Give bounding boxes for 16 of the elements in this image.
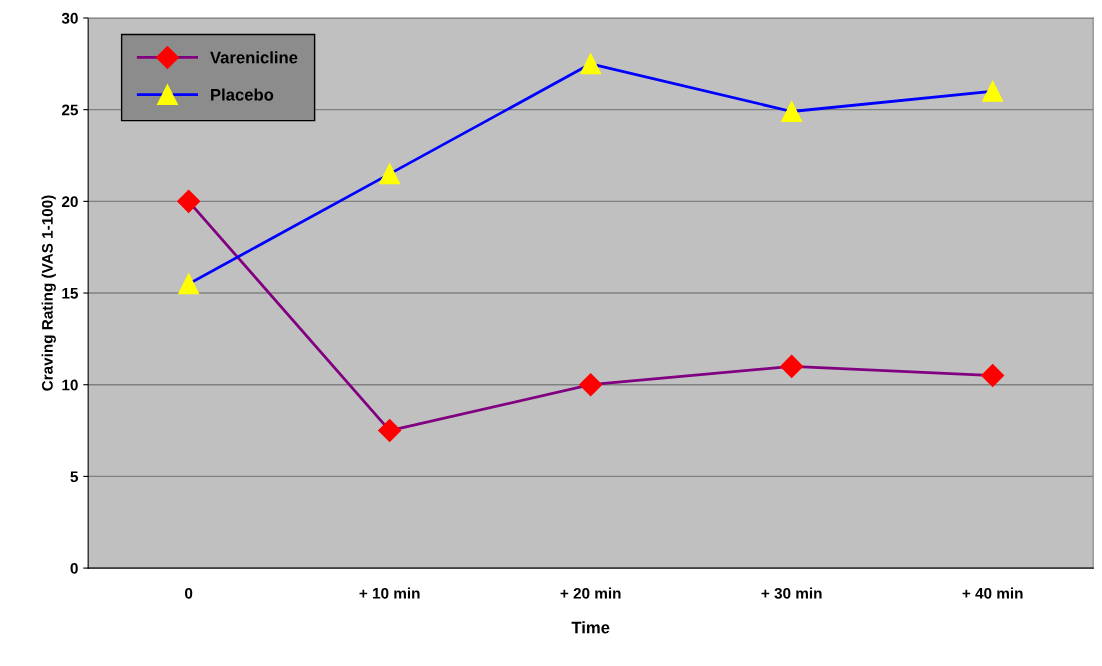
x-tick-label: + 40 min xyxy=(962,587,1023,599)
x-tick-label: + 20 min xyxy=(560,587,621,599)
y-tick-label: 5 xyxy=(70,471,79,483)
y-tick-label: 20 xyxy=(61,196,78,208)
y-tick-label: 10 xyxy=(62,379,78,391)
y-tick-label: 0 xyxy=(70,562,78,574)
legend-label: Varenicline xyxy=(210,51,298,64)
y-tick-label: 25 xyxy=(61,104,79,116)
x-axis-title: Time xyxy=(571,621,610,634)
y-tick-label: 30 xyxy=(61,12,78,24)
y-axis-title: Craving Rating (VAS 1-100) xyxy=(41,195,56,391)
legend-label: Placebo xyxy=(211,88,274,101)
x-tick-label: + 30 min xyxy=(761,587,822,599)
x-tick-label: 0 xyxy=(185,587,193,599)
x-tick-label: + 10 min xyxy=(359,587,420,599)
y-tick-label: 15 xyxy=(62,288,79,299)
